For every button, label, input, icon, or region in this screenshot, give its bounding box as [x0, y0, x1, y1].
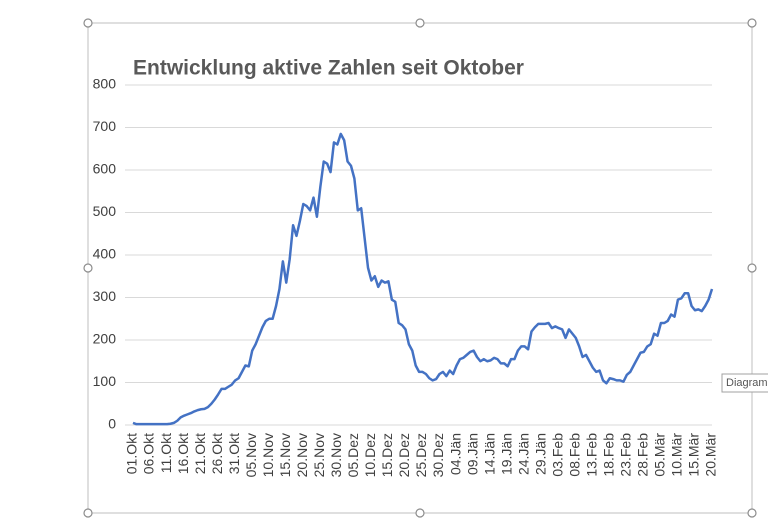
x-tick-label: 21.Okt	[192, 433, 208, 474]
x-tick-label: 10.Nov	[260, 433, 276, 477]
chart-title: Entwicklung aktive Zahlen seit Oktober	[133, 57, 524, 80]
handle[interactable]	[83, 18, 93, 28]
x-tick-label: 25.Dez	[413, 433, 429, 477]
tooltip: Diagram	[726, 377, 768, 389]
x-tick-label: 20.Dez	[396, 433, 412, 477]
x-tick-label: 20.Nov	[294, 433, 310, 477]
x-tick-label: 23.Feb	[618, 433, 634, 477]
x-tick-label: 19.Jän	[498, 433, 514, 475]
x-tick-label: 16.Okt	[175, 433, 191, 474]
x-tick-label: 10.Mär	[669, 433, 685, 477]
x-tick-label: 13.Feb	[583, 433, 599, 477]
handle[interactable]	[83, 508, 93, 518]
y-tick-label: 300	[93, 288, 117, 304]
x-tick-label: 28.Feb	[635, 433, 651, 477]
x-tick-label: 30.Dez	[430, 433, 446, 477]
data-line	[132, 132, 714, 426]
handle[interactable]	[415, 18, 425, 28]
x-tick-label: 10.Dez	[362, 433, 378, 477]
x-tick-label: 29.Jän	[532, 433, 548, 475]
y-tick-label: 700	[93, 118, 117, 134]
x-tick-label: 15.Mär	[686, 433, 702, 477]
x-tick-label: 11.Okt	[158, 433, 174, 473]
x-tick-label: 18.Feb	[601, 433, 617, 477]
selection-handles	[83, 18, 757, 518]
x-tick-label: 25.Nov	[311, 433, 327, 477]
y-tick-label: 600	[93, 161, 117, 177]
y-tick-label: 100	[93, 373, 117, 389]
x-tick-label: 31.Okt	[226, 433, 242, 474]
chart-frame[interactable]	[87, 22, 753, 514]
x-tick-label: 14.Jän	[481, 433, 497, 475]
x-tick-label: 05.Dez	[345, 433, 361, 477]
x-tick-label: 30.Nov	[328, 433, 344, 477]
x-tick-label: 20.Mär	[703, 433, 719, 477]
y-tick-label: 500	[93, 203, 117, 219]
handle[interactable]	[747, 508, 757, 518]
x-tick-label: 15.Dez	[379, 433, 395, 477]
handle[interactable]	[747, 263, 757, 273]
x-tick-label: 26.Okt	[209, 433, 225, 474]
x-tick-label: 05.Nov	[243, 433, 259, 477]
y-tick-label: 0	[108, 416, 116, 432]
x-tick-label: 06.Okt	[141, 433, 157, 474]
x-tick-label: 08.Feb	[566, 433, 582, 477]
x-tick-label: 03.Feb	[549, 433, 565, 477]
y-tick-label: 200	[93, 331, 117, 347]
y-tick-label: 400	[93, 246, 117, 262]
handle[interactable]	[83, 263, 93, 273]
x-tick-label: 05.Mär	[652, 433, 668, 477]
handle[interactable]	[747, 18, 757, 28]
handle[interactable]	[415, 508, 425, 518]
x-tick-label: 04.Jän	[447, 433, 463, 475]
x-tick-label: 15.Nov	[277, 433, 293, 477]
y-tick-label: 800	[93, 76, 117, 92]
x-tick-label: 01.Okt	[124, 433, 140, 474]
x-tick-label: 09.Jän	[464, 433, 480, 475]
x-tick-label: 24.Jän	[515, 433, 531, 475]
tooltip-box	[721, 373, 768, 393]
